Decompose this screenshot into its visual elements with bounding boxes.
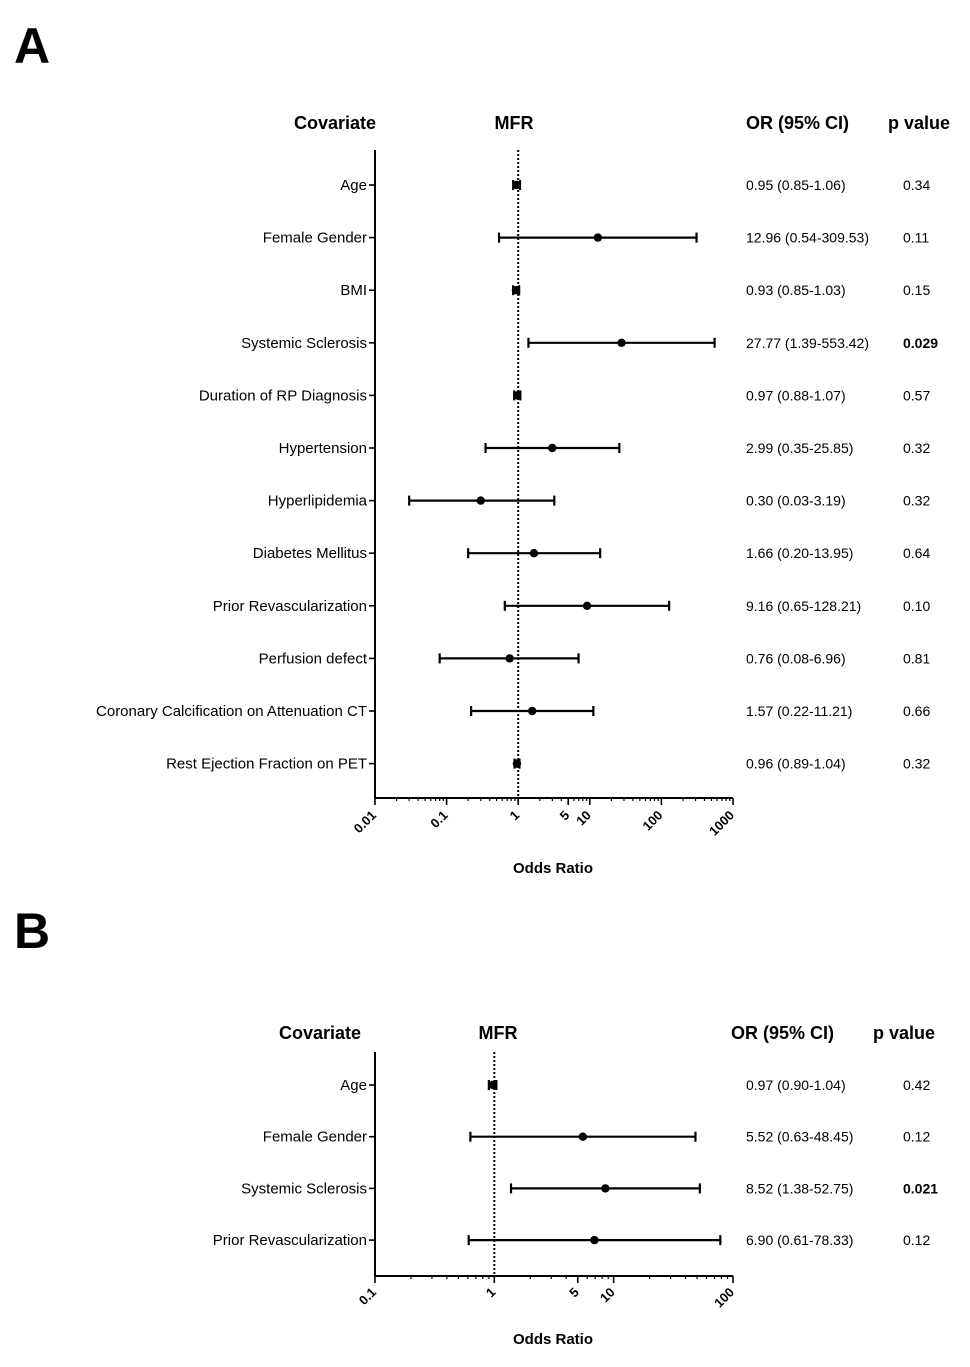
panel-b-covariate-label: Age [340, 1077, 367, 1094]
panel-a-p-value: 0.32 [903, 756, 930, 772]
panel-a-p-value: 0.34 [903, 177, 930, 193]
panel-b-covariate-label: Prior Revascularization [213, 1232, 367, 1249]
panel-a-header-covariate: Covariate [294, 113, 376, 133]
panel-a-covariate-label: Rest Ejection Fraction on PET [166, 756, 367, 773]
panel-a-p-value: 0.64 [903, 545, 930, 561]
panel-b-or-ci-text: 6.90 (0.61-78.33) [746, 1232, 853, 1248]
panel-a-p-value: 0.66 [903, 703, 930, 719]
panel-a-or-ci-text: 0.96 (0.89-1.04) [746, 756, 846, 772]
panel-a-or-ci-text: 0.30 (0.03-3.19) [746, 493, 846, 509]
panel-b-point-estimate [590, 1235, 599, 1245]
panel-b-x-tick-label: 10 [597, 1285, 618, 1306]
panel-a-x-axis-label: Odds Ratio [513, 860, 593, 877]
panel-a-header-plot: MFR [495, 113, 534, 133]
panel-a-covariate-label: Coronary Calcification on Attenuation CT [96, 703, 367, 720]
panel-a-covariate-label: Duration of RP Diagnosis [199, 387, 367, 404]
panel-a-or-ci-text: 0.93 (0.85-1.03) [746, 282, 846, 298]
panel-a-or-ci-text: 9.16 (0.65-128.21) [746, 598, 861, 614]
panel-a-x-tick-label: 10 [573, 808, 594, 829]
panel-b-p-value: 0.42 [903, 1077, 930, 1093]
panel-b-or-ci-text: 5.52 (0.63-48.45) [746, 1129, 853, 1145]
panel-a-covariate-label: Female Gender [263, 230, 367, 247]
panel-a-p-value: 0.81 [903, 650, 930, 666]
panel-a-point-estimate [528, 706, 537, 716]
panel-b-p-value: 0.021 [903, 1180, 938, 1196]
panel-a-x-tick-label: 100 [640, 808, 666, 834]
panel-a-covariate-label: Prior Revascularization [213, 598, 367, 615]
panel-b-point-estimate [488, 1080, 497, 1090]
panel-a-covariate-label: Diabetes Mellitus [253, 545, 367, 562]
panel-b-p-value: 0.12 [903, 1232, 930, 1248]
panel-a-or-ci-text: 12.96 (0.54-309.53) [746, 230, 869, 246]
panel-a-point-estimate [476, 496, 485, 505]
panel-b-header-plot: MFR [479, 1023, 518, 1043]
panel-a-point-estimate [617, 338, 626, 347]
panel-a-letter: A [14, 18, 50, 74]
panel-a-or-ci-text: 1.57 (0.22-11.21) [746, 703, 852, 719]
panel-a-header-or: OR (95% CI) [746, 113, 849, 133]
panel-a-point-estimate [593, 233, 603, 242]
panel-a-x-tick-label: 1 [507, 808, 523, 824]
panel-a-header-p: p value [888, 113, 950, 133]
panel-b-point-estimate [578, 1132, 588, 1141]
panel-a-point-estimate [512, 759, 522, 768]
panel-a-p-value: 0.57 [903, 387, 930, 403]
panel-a-point-estimate [512, 180, 521, 190]
panel-a-covariate-label: Age [340, 177, 367, 194]
panel-a-x-tick-label: 0.1 [427, 808, 450, 831]
panel-b-point-estimate [601, 1184, 610, 1193]
panel-b-x-tick-label: 100 [711, 1285, 737, 1311]
panel-a-or-ci-text: 27.77 (1.39-553.42) [746, 335, 869, 351]
panel-a-point-estimate [511, 286, 521, 295]
panel-b-p-value: 0.12 [903, 1129, 930, 1145]
panel-a-covariate-label: Hypertension [279, 440, 367, 457]
panel-b-covariate-label: Systemic Sclerosis [241, 1180, 367, 1197]
panel-a-p-value: 0.11 [903, 230, 929, 246]
panel-a-covariate-label: Systemic Sclerosis [241, 335, 367, 352]
panel-a-covariate-label: BMI [340, 282, 367, 299]
panel-a-covariate-label: Hyperlipidemia [268, 493, 368, 510]
panel-b-x-axis-label: Odds Ratio [513, 1331, 593, 1348]
panel-b-header-or: OR (95% CI) [731, 1023, 834, 1043]
panel-a-covariate-label: Perfusion defect [259, 650, 368, 667]
panel-a-x-tick-label: 5 [557, 808, 573, 824]
panel-b-or-ci-text: 8.52 (1.38-52.75) [746, 1180, 853, 1196]
panel-b-x-tick-label: 1 [483, 1285, 499, 1301]
panel-a-or-ci-text: 1.66 (0.20-13.95) [746, 545, 853, 561]
panel-a-point-estimate [548, 443, 557, 453]
panel-b-header-p: p value [873, 1023, 935, 1043]
panel-b-x-tick-label: 5 [566, 1285, 582, 1301]
panel-b-or-ci-text: 0.97 (0.90-1.04) [746, 1077, 846, 1093]
panel-a-x-tick-label: 0.01 [351, 808, 380, 837]
panel-a-point-estimate [529, 549, 539, 558]
panel-b-letter: B [14, 903, 50, 959]
panel-a-p-value: 0.029 [903, 335, 938, 351]
panel-a-point-estimate [582, 601, 592, 610]
panel-a-point-estimate [505, 654, 514, 663]
panel-a-or-ci-text: 0.97 (0.88-1.07) [746, 387, 846, 403]
panel-a-p-value: 0.32 [903, 440, 930, 456]
panel-a-p-value: 0.15 [903, 282, 930, 298]
panel-b-x-tick-label: 0.1 [356, 1285, 379, 1308]
panel-a-point-estimate [513, 391, 522, 400]
panel-a-p-value: 0.10 [903, 598, 930, 614]
panel-a-x-tick-label: 1000 [706, 808, 737, 839]
panel-a-p-value: 0.32 [903, 493, 930, 509]
panel-a-or-ci-text: 0.95 (0.85-1.06) [746, 177, 846, 193]
panel-a-or-ci-text: 0.76 (0.08-6.96) [746, 650, 846, 666]
panel-a-or-ci-text: 2.99 (0.35-25.85) [746, 440, 853, 456]
panel-b-covariate-label: Female Gender [263, 1129, 367, 1146]
panel-b-header-covariate: Covariate [279, 1023, 361, 1043]
